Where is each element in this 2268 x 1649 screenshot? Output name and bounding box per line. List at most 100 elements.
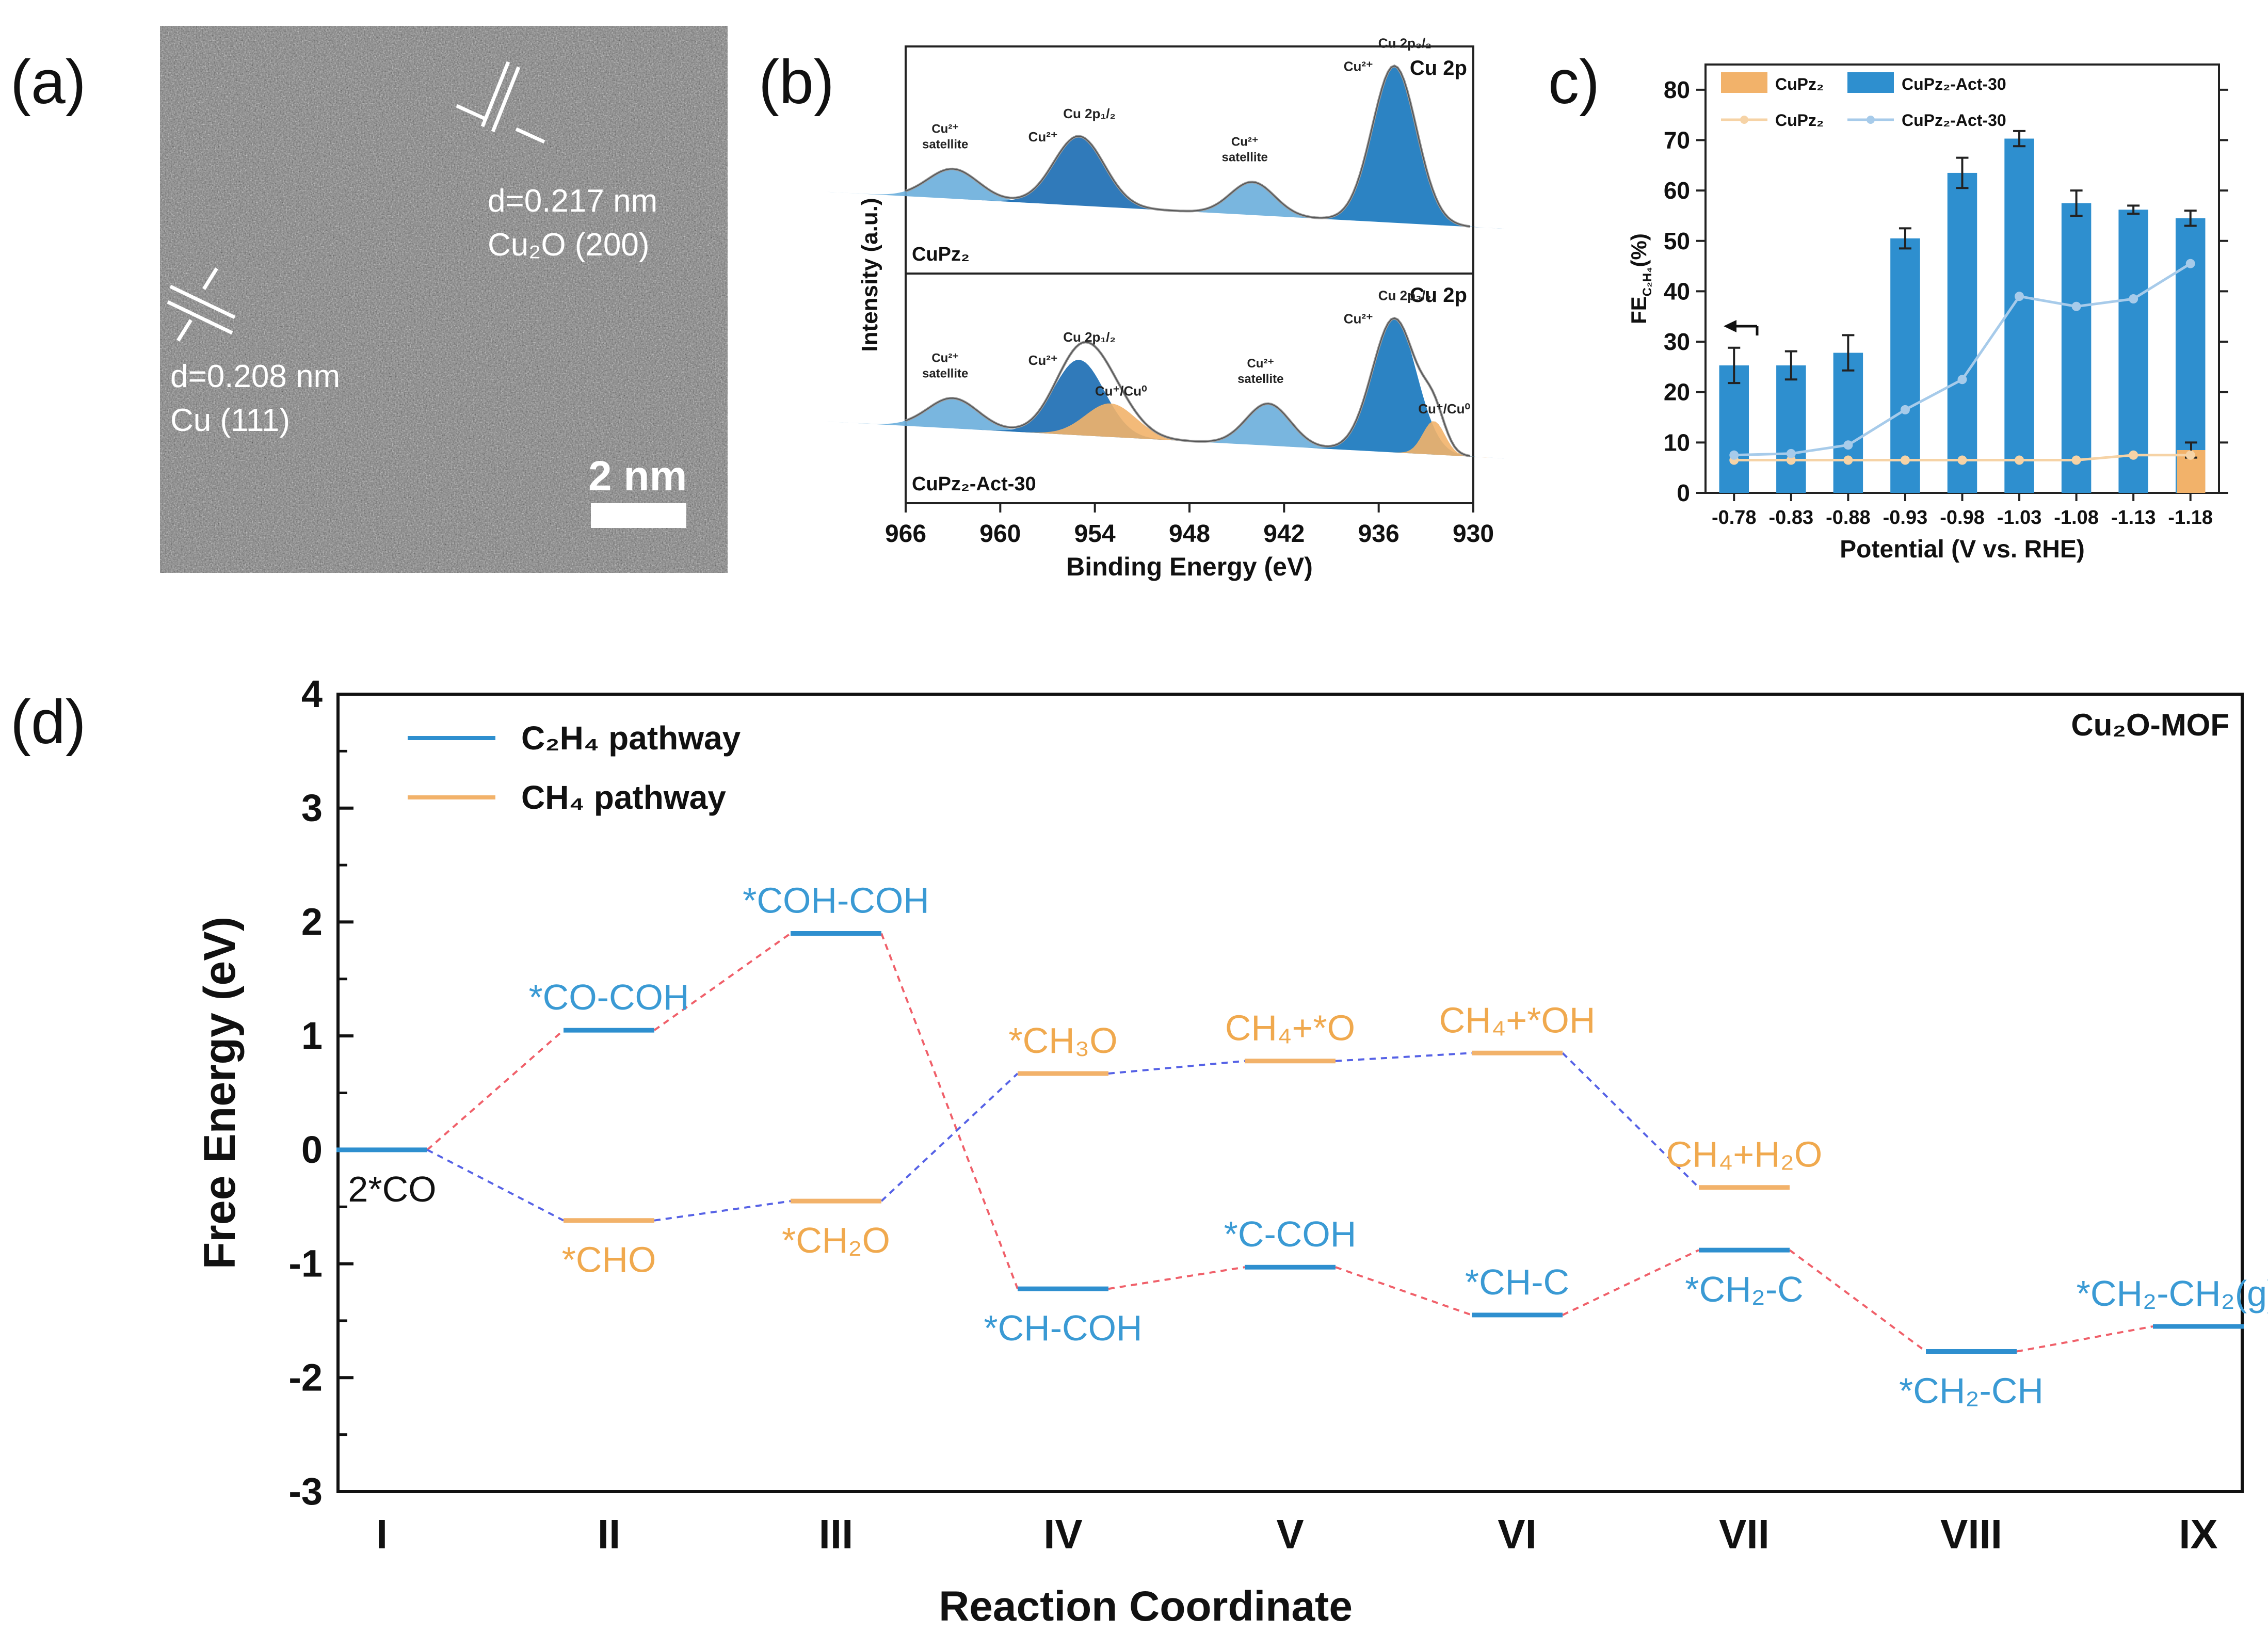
fe-bar-chart: 0 10 20 30 40 50 60 70 80 -0.78 -0.83 -0.88 -0.93 -0.… <box>1627 63 2228 563</box>
xps-peak-1-1 <box>953 360 1205 442</box>
xps-peak-label-0-1: Cu²⁺ <box>1028 129 1058 145</box>
xps-peak-label-0-5: Cu 2p₃/₂ <box>1378 36 1431 51</box>
xps-x-tick-label: 960 <box>979 520 1021 548</box>
xps-peak-label-0-0: Cu²⁺ <box>931 122 959 136</box>
ch4-connector-5 <box>1562 1052 1700 1189</box>
xps-sample-label-1: CuPz₂-Act-30 <box>912 473 1036 495</box>
fe-y-title-sub: C₂H₄ <box>1640 267 1654 296</box>
fe-y-tick-label: 80 <box>1664 76 1690 103</box>
fe-line-point-2-8 <box>2185 450 2195 460</box>
energy-y-tick-label: -3 <box>288 1470 323 1513</box>
ch4-level-label-2: *CH₂O <box>782 1220 890 1260</box>
c2h4-level-label-3: *CH-COH <box>984 1308 1142 1348</box>
fe-legend-marker-3 <box>1867 116 1875 124</box>
xps-x-tick-label: 936 <box>1358 520 1400 548</box>
energy-legend-label-0: C₂H₄ pathway <box>521 719 741 757</box>
fe-bar-1-1 <box>1776 365 1806 493</box>
phase-label-1: Cu₂O (200) <box>488 227 650 263</box>
fe-x-tick-label: -1.13 <box>2111 507 2156 529</box>
c2h4-level-label-2: *COH-COH <box>743 880 929 921</box>
d-spacing-label-1: d=0.217 nm <box>488 183 657 219</box>
lattice-marker-2 <box>167 267 236 342</box>
xps-x-tick-label: 948 <box>1169 520 1210 548</box>
energy-x-axis-title: Reaction Coordinate <box>939 1583 1353 1630</box>
fe-bar-1-2 <box>1833 353 1863 493</box>
xps-peak-0-0 <box>827 169 1080 206</box>
c2h4-level-label-6: *CH₂-C <box>1685 1269 1803 1309</box>
xps-peak-1-5 <box>1284 318 1505 459</box>
xps-peak-1-4 <box>1157 404 1379 452</box>
xps-peak-label-1-1: Cu²⁺ <box>1028 353 1058 368</box>
c2h4-connector-0 <box>426 1029 565 1151</box>
xps-x-tick-label: 954 <box>1074 520 1116 548</box>
fe-y-tick-label: 70 <box>1664 126 1690 153</box>
fe-axis-arrow-head <box>1724 320 1736 332</box>
energy-y-tick-label: -2 <box>288 1356 323 1399</box>
panel-label-a: (a) <box>10 47 86 117</box>
lattice-marker-1 <box>456 61 545 144</box>
fe-legend-label-2: CuPz₂ <box>1775 111 1824 130</box>
xps-x-tick-label: 942 <box>1263 520 1305 548</box>
energy-y-tick-label: -1 <box>288 1242 323 1285</box>
fe-line-point-2-6 <box>2071 455 2081 465</box>
tem-micrograph: d=0.217 nm Cu₂O (200) d=0.208 nm Cu (111… <box>160 26 728 573</box>
fe-line-point-2-2 <box>1843 455 1853 465</box>
energy-y-tick-label: 1 <box>301 1014 323 1057</box>
xps-panel: 966 960 954 948 942 936 930 Binding Energy (eV)… <box>827 36 1505 581</box>
fe-line-point-3-2 <box>1843 440 1853 450</box>
xps-y-axis-title: Intensity (a.u.) <box>857 198 882 351</box>
energy-x-tick-label: II <box>598 1511 620 1557</box>
fe-y-tick-label: 20 <box>1664 379 1690 406</box>
xps-peak-1-0 <box>827 398 1080 436</box>
fe-line-point-3-0 <box>1729 450 1739 460</box>
fe-line-point-3-8 <box>2185 259 2195 268</box>
xps-x-tick-label: 966 <box>885 520 926 548</box>
fe-x-axis-title: Potential (V vs. RHE) <box>1840 536 2085 563</box>
xps-peak-label-1-3: Cu⁺/Cu⁰ <box>1095 383 1147 399</box>
xps-x-tick-label: 930 <box>1453 520 1494 548</box>
xps-sample-label-0: CuPz₂ <box>912 244 970 265</box>
fe-legend-swatch-1 <box>1847 72 1894 93</box>
fe-x-tick-label: -0.78 <box>1712 507 1757 529</box>
c2h4-level-label-1: *CO-COH <box>528 977 689 1017</box>
fe-line-point-3-7 <box>2129 294 2138 304</box>
fe-bar-1-5 <box>2004 138 2034 493</box>
scale-bar <box>591 503 686 528</box>
fe-line-point-2-1 <box>1786 455 1796 465</box>
fe-x-tick-label: -1.18 <box>2168 507 2213 529</box>
fe-line-point-3-3 <box>1900 405 1910 414</box>
energy-x-tick-label: VII <box>1719 1511 1770 1557</box>
fe-x-tick-label: -1.03 <box>1997 507 2042 529</box>
fe-x-tick-label: -0.88 <box>1826 507 1871 529</box>
xps-peak-1-3 <box>984 403 1237 444</box>
xps-peak-1-7 <box>1378 421 1489 458</box>
fe-bar-1-3 <box>1890 238 1920 493</box>
energy-y-tick-label: 2 <box>301 900 323 943</box>
energy-y-tick-label: 4 <box>301 673 323 715</box>
c2h4-level-label-0: 2*CO <box>348 1169 436 1209</box>
c2h4-connector-1 <box>653 932 792 1031</box>
panel-label-b: (b) <box>759 47 834 117</box>
fe-line-point-2-7 <box>2129 450 2138 460</box>
fe-bar-1-6 <box>2061 203 2092 493</box>
c2h4-connector-4 <box>1335 1266 1472 1316</box>
fe-x-tick-label: -0.93 <box>1883 507 1928 529</box>
fe-legend-label-3: CuPz₂-Act-30 <box>1902 111 2006 130</box>
xps-peak-label-0-3: Cu²⁺ <box>1231 135 1259 149</box>
ch4-connector-1 <box>654 1200 791 1222</box>
fe-line-point-2-4 <box>1957 455 1967 465</box>
energy-x-tick-label: VI <box>1498 1511 1537 1557</box>
fe-legend-swatch-0 <box>1721 72 1767 93</box>
ch4-level-label-4: CH₄+*O <box>1225 1008 1355 1048</box>
c2h4-connector-7 <box>2016 1325 2153 1353</box>
xps-peak-label-0-4: Cu²⁺ <box>1344 59 1373 74</box>
fe-y-tick-label: 30 <box>1664 328 1690 355</box>
fe-legend-label-0: CuPz₂ <box>1775 75 1824 93</box>
fe-legend-label-1: CuPz₂-Act-30 <box>1902 75 2006 93</box>
energy-x-tick-label: IX <box>2179 1511 2218 1557</box>
xps-peak-sublabel-1-0: satellite <box>922 367 968 381</box>
fe-line-point-3-6 <box>2071 301 2081 311</box>
fe-line-point-3-1 <box>1786 449 1796 458</box>
energy-y-tick-label: 3 <box>301 787 323 829</box>
